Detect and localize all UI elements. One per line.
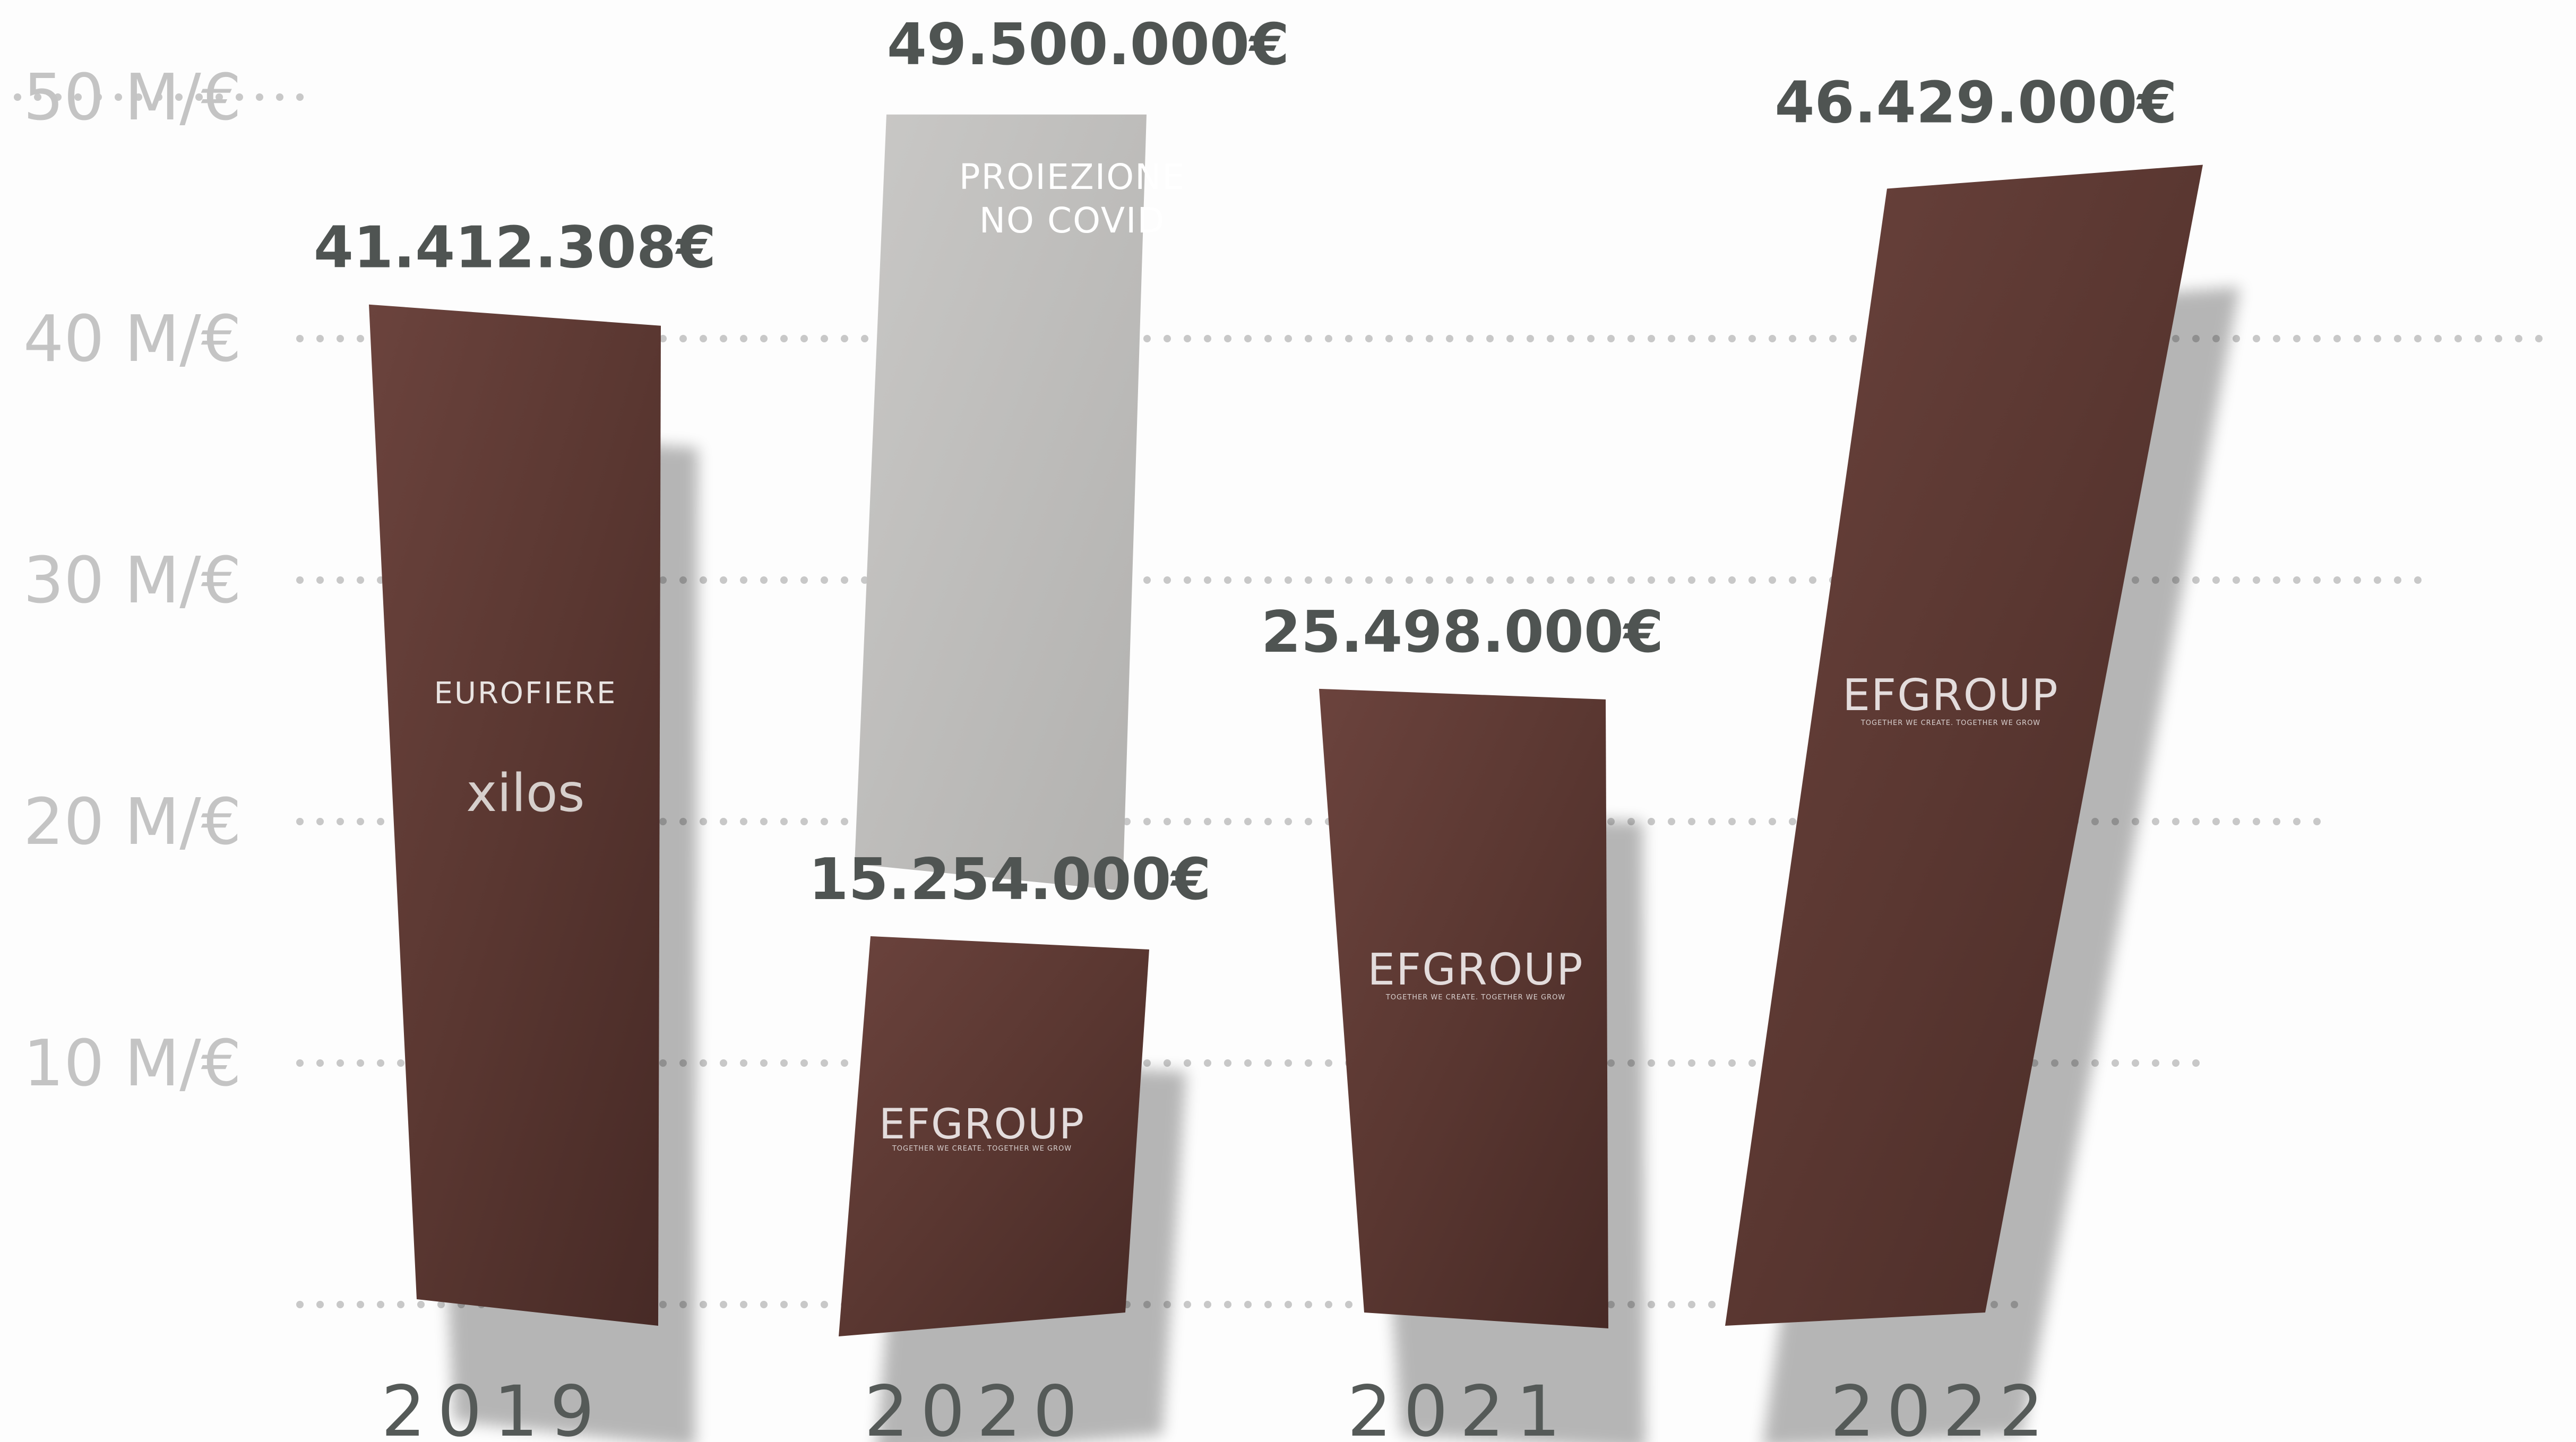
projection-value-label: 49.500.000€ <box>887 12 1289 78</box>
projection-bar <box>855 114 1147 891</box>
efgroup-tagline: TOGETHER WE CREATE. TOGETHER WE GROW <box>892 1145 1072 1153</box>
value-labels: 49.500.000€ 41.412.308€ 15.254.000€ 25.498.… <box>314 12 2177 913</box>
efgroup-logo: EFGROUP <box>1367 945 1584 995</box>
bar-2020 <box>839 936 1149 1336</box>
x-axis-ticks: 2019 2020 2021 2022 <box>381 1371 2055 1442</box>
bar-value-label: 15.254.000€ <box>808 847 1211 913</box>
projection-label: PROIEZIONE <box>959 157 1185 197</box>
y-tick-label: 10 M/€ <box>23 1027 242 1101</box>
bar-2022 <box>1725 165 2203 1326</box>
x-tick-label: 2020 <box>864 1371 1089 1442</box>
y-tick-label: 50 M/€ <box>23 61 242 135</box>
y-axis-ticks: 10 M/€ 20 M/€ 30 M/€ 40 M/€ 50 M/€ <box>23 61 242 1101</box>
bar-value-label: 25.498.000€ <box>1261 599 1664 666</box>
bars <box>369 114 2203 1336</box>
eurofiere-logo: EUROFIERE <box>434 676 617 711</box>
xilos-logo: xilos <box>466 763 584 824</box>
efgroup-logo: EFGROUP <box>879 1101 1085 1149</box>
efgroup-logo: EFGROUP <box>1842 670 2059 721</box>
bar-value-label: 46.429.000€ <box>1774 70 2177 136</box>
bar-2021 <box>1319 688 1608 1328</box>
efgroup-tagline: TOGETHER WE CREATE. TOGETHER WE GROW <box>1860 719 2040 727</box>
bar-2019 <box>369 304 661 1326</box>
y-tick-label: 40 M/€ <box>23 303 242 376</box>
y-tick-label: 20 M/€ <box>23 785 242 859</box>
x-tick-label: 2019 <box>381 1371 606 1442</box>
projection-label: NO COVID <box>979 200 1166 241</box>
y-tick-label: 30 M/€ <box>23 544 242 618</box>
bar-value-label: 41.412.308€ <box>314 215 716 281</box>
x-tick-label: 2021 <box>1347 1371 1572 1442</box>
x-tick-label: 2022 <box>1830 1371 2055 1442</box>
efgroup-tagline: TOGETHER WE CREATE. TOGETHER WE GROW <box>1385 994 1565 1001</box>
